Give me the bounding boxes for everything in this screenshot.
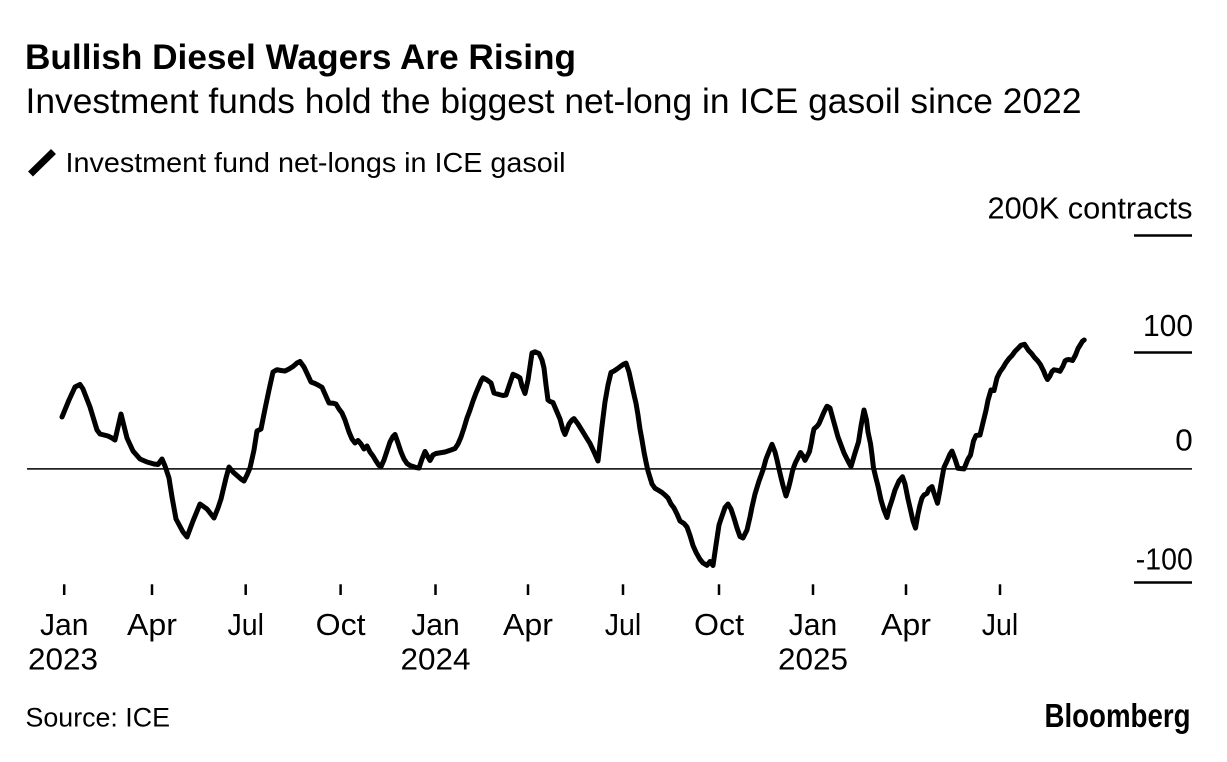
svg-text:-100: -100 xyxy=(1136,542,1193,577)
svg-text:100: 100 xyxy=(1143,308,1193,343)
svg-text:Investment funds hold the bigg: Investment funds hold the biggest net-lo… xyxy=(26,82,1082,121)
svg-text:Bloomberg: Bloomberg xyxy=(1045,697,1191,734)
svg-text:Jul: Jul xyxy=(605,607,642,642)
svg-text:Source: ICE: Source: ICE xyxy=(26,703,170,733)
svg-text:2023: 2023 xyxy=(28,641,98,676)
svg-text:Apr: Apr xyxy=(881,607,931,642)
svg-text:2024: 2024 xyxy=(401,641,471,676)
svg-text:Jul: Jul xyxy=(227,607,264,642)
svg-text:200K contracts: 200K contracts xyxy=(988,192,1193,226)
svg-text:2025: 2025 xyxy=(778,641,848,676)
svg-text:Oct: Oct xyxy=(694,607,744,642)
svg-text:Apr: Apr xyxy=(503,607,553,642)
svg-text:Jan: Jan xyxy=(411,607,460,642)
svg-text:Apr: Apr xyxy=(127,607,177,642)
svg-text:Jan: Jan xyxy=(789,607,838,642)
svg-text:Jul: Jul xyxy=(982,607,1019,642)
svg-text:0: 0 xyxy=(1175,423,1193,458)
svg-text:Bullish Diesel Wagers Are Risi: Bullish Diesel Wagers Are Rising xyxy=(25,38,576,77)
svg-text:Jan: Jan xyxy=(40,607,89,642)
svg-text:Oct: Oct xyxy=(316,607,366,642)
svg-text:Investment fund net-longs in I: Investment fund net-longs in ICE gasoil xyxy=(66,147,566,178)
